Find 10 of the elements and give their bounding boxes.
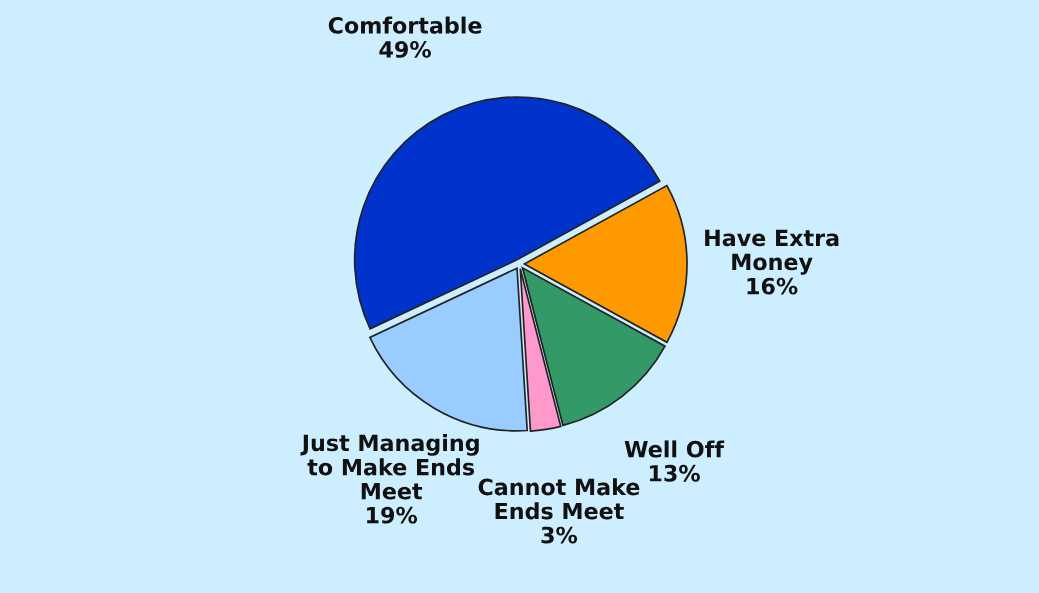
slice-label: Comfortable — [328, 16, 482, 34]
data-label: 19% — [367, 506, 418, 524]
data-label: 3% — [541, 526, 578, 544]
data-label: 16% — [747, 277, 798, 295]
slice-label: Have Extra Money — [705, 229, 839, 275]
slice-label: Well Off — [624, 440, 725, 458]
data-label: 13% — [649, 464, 700, 482]
slice-label: Cannot Make Ends Meet — [478, 478, 640, 520]
slice-label: Just Managing to Make Ends Meet — [300, 434, 479, 500]
data-label: 49% — [379, 41, 431, 58]
